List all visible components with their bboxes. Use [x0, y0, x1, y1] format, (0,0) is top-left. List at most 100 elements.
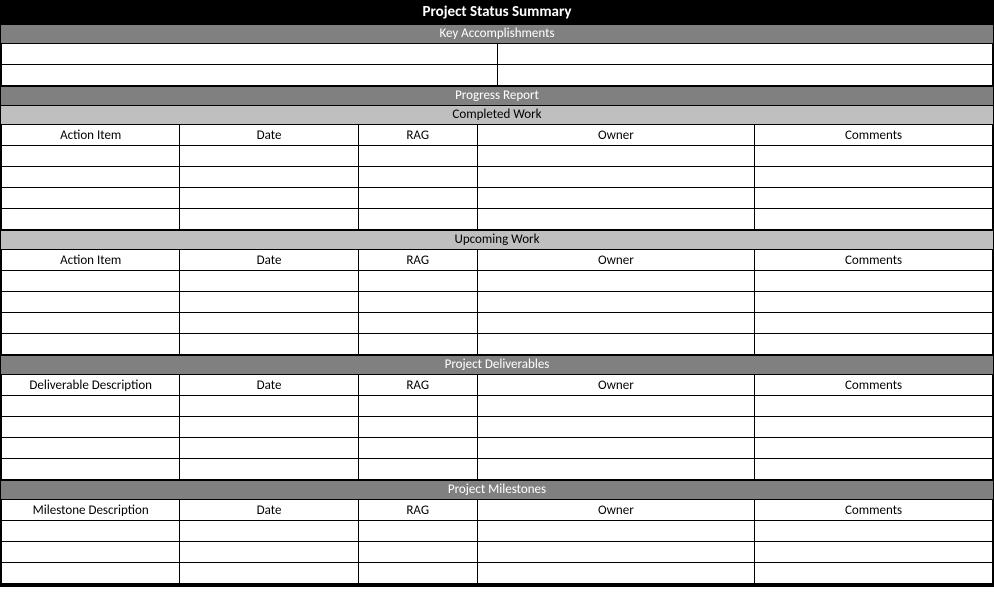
table-row [2, 563, 993, 584]
cell[interactable] [180, 334, 358, 355]
cell[interactable] [755, 438, 993, 459]
cell[interactable] [755, 209, 993, 230]
key-accomplishments-table [1, 43, 993, 86]
cell[interactable] [477, 521, 754, 542]
col-rag: RAG [358, 250, 477, 271]
cell[interactable] [477, 167, 754, 188]
cell[interactable] [180, 292, 358, 313]
cell[interactable] [497, 44, 993, 65]
cell[interactable] [180, 563, 358, 584]
section-project-deliverables: Project Deliverables [1, 355, 993, 374]
cell[interactable] [477, 146, 754, 167]
cell[interactable] [180, 146, 358, 167]
cell[interactable] [755, 334, 993, 355]
cell[interactable] [755, 292, 993, 313]
cell[interactable] [2, 334, 180, 355]
col-comments: Comments [755, 125, 993, 146]
cell[interactable] [358, 459, 477, 480]
cell[interactable] [358, 396, 477, 417]
cell[interactable] [477, 542, 754, 563]
cell[interactable] [2, 542, 180, 563]
cell[interactable] [358, 521, 477, 542]
cell[interactable] [358, 417, 477, 438]
cell[interactable] [358, 563, 477, 584]
cell[interactable] [180, 396, 358, 417]
cell[interactable] [358, 542, 477, 563]
cell[interactable] [180, 188, 358, 209]
cell[interactable] [2, 65, 498, 86]
cell[interactable] [358, 292, 477, 313]
col-date: Date [180, 250, 358, 271]
cell[interactable] [180, 417, 358, 438]
cell[interactable] [477, 313, 754, 334]
cell[interactable] [358, 167, 477, 188]
cell[interactable] [2, 313, 180, 334]
cell[interactable] [755, 188, 993, 209]
cell[interactable] [755, 396, 993, 417]
cell[interactable] [2, 292, 180, 313]
cell[interactable] [477, 417, 754, 438]
cell[interactable] [180, 438, 358, 459]
table-row [2, 44, 993, 65]
cell[interactable] [477, 459, 754, 480]
cell[interactable] [358, 209, 477, 230]
cell[interactable] [755, 417, 993, 438]
table-header-row: Action Item Date RAG Owner Comments [2, 250, 993, 271]
cell[interactable] [2, 188, 180, 209]
cell[interactable] [477, 271, 754, 292]
col-comments: Comments [755, 250, 993, 271]
cell[interactable] [755, 563, 993, 584]
cell[interactable] [2, 209, 180, 230]
cell[interactable] [358, 271, 477, 292]
cell[interactable] [180, 271, 358, 292]
cell[interactable] [755, 313, 993, 334]
col-action-item: Action Item [2, 250, 180, 271]
cell[interactable] [358, 146, 477, 167]
cell[interactable] [2, 167, 180, 188]
cell[interactable] [755, 167, 993, 188]
cell[interactable] [2, 521, 180, 542]
cell[interactable] [477, 209, 754, 230]
cell[interactable] [2, 438, 180, 459]
cell[interactable] [180, 459, 358, 480]
cell[interactable] [755, 459, 993, 480]
cell[interactable] [358, 334, 477, 355]
cell[interactable] [180, 313, 358, 334]
col-rag: RAG [358, 375, 477, 396]
table-row [2, 292, 993, 313]
cell[interactable] [477, 334, 754, 355]
cell[interactable] [755, 146, 993, 167]
cell[interactable] [477, 396, 754, 417]
cell[interactable] [2, 396, 180, 417]
cell[interactable] [755, 271, 993, 292]
cell[interactable] [180, 521, 358, 542]
table-row [2, 167, 993, 188]
cell[interactable] [180, 209, 358, 230]
cell[interactable] [2, 563, 180, 584]
cell[interactable] [2, 417, 180, 438]
cell[interactable] [2, 271, 180, 292]
col-date: Date [180, 125, 358, 146]
cell[interactable] [477, 188, 754, 209]
cell[interactable] [477, 563, 754, 584]
cell[interactable] [358, 313, 477, 334]
cell[interactable] [477, 438, 754, 459]
col-owner: Owner [477, 500, 754, 521]
cell[interactable] [2, 44, 498, 65]
cell[interactable] [180, 167, 358, 188]
table-header-row: Action Item Date RAG Owner Comments [2, 125, 993, 146]
col-comments: Comments [755, 500, 993, 521]
project-deliverables-table: Deliverable Description Date RAG Owner C… [1, 374, 993, 480]
cell[interactable] [497, 65, 993, 86]
cell[interactable] [755, 542, 993, 563]
col-milestone-description: Milestone Description [2, 500, 180, 521]
upcoming-work-table: Action Item Date RAG Owner Comments [1, 249, 993, 355]
cell[interactable] [755, 521, 993, 542]
cell[interactable] [180, 542, 358, 563]
cell[interactable] [358, 188, 477, 209]
col-owner: Owner [477, 375, 754, 396]
cell[interactable] [2, 459, 180, 480]
cell[interactable] [477, 292, 754, 313]
cell[interactable] [358, 438, 477, 459]
cell[interactable] [2, 146, 180, 167]
